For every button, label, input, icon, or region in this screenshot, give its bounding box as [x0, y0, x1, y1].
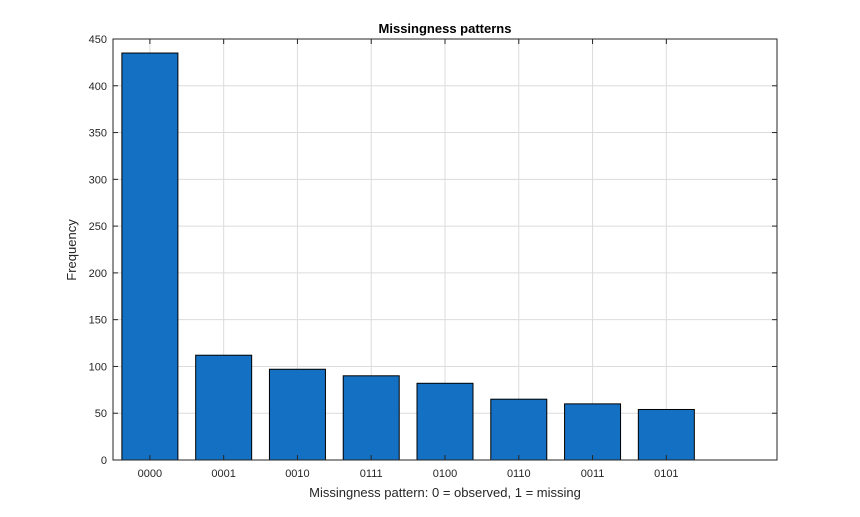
bar-0001: [195, 354, 253, 461]
y-tick-label: 150: [89, 315, 107, 327]
bar-0101: [637, 408, 695, 461]
y-tick-label: 350: [89, 128, 107, 140]
bars-layer: [121, 52, 695, 461]
y-tick-label: 450: [89, 34, 107, 46]
bar-0111: [342, 375, 400, 461]
bar-0100: [416, 382, 474, 461]
x-tick-label: 0011: [581, 468, 605, 480]
x-tick-label: 0000: [138, 468, 162, 480]
x-tick-label: 0110: [507, 468, 531, 480]
y-axis-title: Frequency: [64, 219, 79, 281]
x-tick-label: 0001: [211, 468, 235, 480]
x-tick-label: 0100: [433, 468, 457, 480]
x-tick-label: 0101: [654, 468, 678, 480]
chart-title: Missingness patterns: [379, 21, 512, 36]
y-tick-label: 300: [89, 174, 107, 186]
labels-layer: 0 50 100 150 200 250 300 350 400 450 0000 0001 0010 0…: [89, 34, 679, 480]
x-axis-title: Missingness pattern: 0 = observed, 1 = m…: [309, 485, 581, 500]
y-tick-label: 250: [89, 221, 107, 233]
bar-0010: [268, 368, 326, 461]
x-tick-label: 0111: [360, 468, 383, 480]
axes-layer: [112, 38, 778, 461]
bar-0000: [121, 52, 179, 461]
y-tick-label: 50: [95, 408, 107, 420]
y-tick-label: 0: [101, 455, 107, 467]
bar-0110: [490, 398, 548, 461]
x-tick-label: 0010: [285, 468, 309, 480]
y-tick-label: 400: [89, 81, 107, 93]
plot-box: [112, 38, 778, 461]
bar-0011: [564, 403, 622, 461]
y-tick-label: 200: [89, 268, 107, 280]
y-tick-label: 100: [89, 361, 107, 373]
